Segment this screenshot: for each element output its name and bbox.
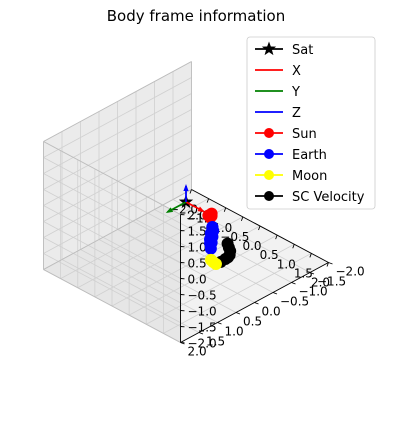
x-tick-label: −2.0 [169, 203, 198, 217]
legend-label-sat: Sat [292, 43, 313, 58]
grid-line [43, 173, 181, 247]
pane-edge [43, 189, 192, 270]
z-tick-label: 1.0 [188, 241, 207, 255]
legend-label-x: X [292, 64, 301, 79]
legend: Sat XYZ Sun Earth Moon SC Velocity [246, 36, 376, 210]
y-tick-tick [328, 262, 333, 265]
x-tick-tick [206, 198, 210, 203]
grid-line [43, 77, 192, 158]
y-tick-label: 2.0 [188, 345, 207, 359]
y-tick-label: 0.0 [262, 305, 281, 319]
legend-marker-sc-velocity [264, 191, 274, 201]
sun-point [205, 207, 218, 220]
z-tick-label: 1.5 [188, 225, 207, 239]
grid-line [43, 205, 181, 279]
data-marks [165, 184, 237, 271]
y-tick-tick [254, 302, 259, 305]
grid-line [43, 157, 181, 231]
grid-line [128, 234, 278, 316]
pane-edge [43, 61, 192, 142]
legend-marker-sun [264, 128, 274, 138]
z-tick-label: 2.0 [188, 209, 207, 223]
z-tick-label: −1.0 [188, 305, 217, 319]
grid-line [43, 125, 192, 206]
z-tick-label: −1.5 [188, 321, 217, 335]
pane-edge [43, 269, 181, 343]
x-arrowhead [197, 206, 205, 213]
y-tick-label: −2.0 [336, 265, 365, 279]
pane-edge [43, 141, 181, 215]
x-tick-tick [258, 225, 261, 231]
earth-point [204, 237, 217, 250]
legend-label-z: Z [292, 106, 301, 121]
x-tick-tick [292, 244, 295, 249]
legend-label-earth: Earth [292, 148, 327, 163]
z-tick-label: 0.0 [188, 273, 207, 287]
legend-label-moon: Moon [292, 169, 327, 184]
legend-marker-sat [261, 41, 277, 56]
y-arrowhead [165, 207, 174, 213]
x-tick-tick [223, 207, 227, 212]
y-tick-label: 0.5 [243, 315, 262, 329]
x-tick-tick [275, 234, 278, 240]
y-tick-label: −1.5 [317, 275, 346, 289]
x-tick-tick [189, 189, 192, 194]
grid-line [43, 109, 192, 190]
grid-line [61, 259, 200, 333]
y-tick-label: −1.0 [299, 285, 328, 299]
moon-point [204, 253, 217, 266]
x-tick-label: 0.5 [260, 248, 279, 262]
grid-line [146, 243, 295, 325]
z-arrowhead [183, 184, 189, 191]
x-tick-label: 1.5 [294, 266, 313, 280]
grid-line [43, 189, 181, 263]
grid-line [43, 93, 192, 174]
x-tick-tick [240, 216, 244, 222]
y-tick-tick [309, 272, 315, 275]
grid-line [163, 253, 312, 334]
grid-line [98, 239, 237, 313]
legend-marker-moon [264, 170, 274, 180]
x-tick-tick [309, 253, 312, 258]
grid-line [117, 229, 255, 303]
legend-label-y: Y [291, 85, 300, 100]
y-tick-tick [198, 332, 204, 335]
y-tick-label: 1.0 [225, 325, 244, 339]
grid-line [80, 249, 218, 323]
legend-marker-earth [264, 149, 274, 159]
chart-title: Body frame information [107, 7, 285, 25]
legend-box [246, 36, 376, 210]
legend-label-sc-velocity: SC Velocity [292, 190, 365, 205]
x-tick-tick [326, 262, 329, 267]
legend-label-sun: Sun [292, 127, 317, 142]
z-tick-label: 0.5 [188, 257, 207, 271]
z-tick-label: −2.0 [188, 337, 217, 351]
y-tick-tick [291, 282, 296, 285]
z-tick-label: −0.5 [188, 289, 217, 303]
y-tick-label: 1.5 [206, 335, 225, 349]
y-tick-tick [217, 322, 222, 325]
x-tick-label: 0.0 [242, 239, 261, 253]
y-tick-tick [272, 292, 278, 295]
x-tick-label: 2.0 [311, 276, 330, 290]
x-tick-label: 1.0 [277, 257, 296, 271]
y-tick-tick [235, 312, 241, 315]
y-tick-label: −0.5 [280, 295, 309, 309]
